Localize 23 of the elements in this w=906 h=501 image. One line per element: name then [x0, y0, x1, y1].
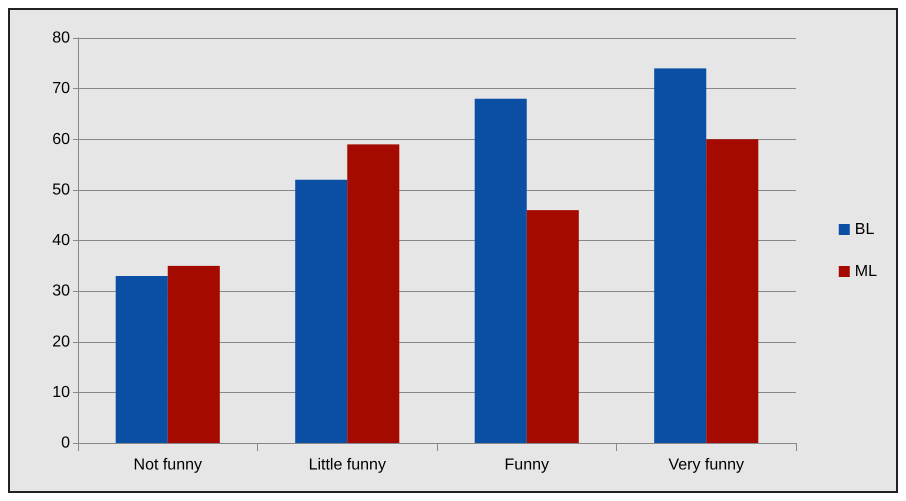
y-tick-label: 10 — [52, 384, 70, 401]
legend-label: ML — [854, 263, 878, 280]
bar — [168, 266, 220, 443]
bar — [654, 68, 706, 443]
bar — [474, 98, 527, 443]
bar — [116, 276, 168, 443]
x-tick-label: Very funny — [668, 456, 744, 474]
legend-label: BL — [854, 221, 874, 238]
bar — [526, 210, 579, 443]
x-tick-label: Funny — [504, 456, 549, 474]
y-tick-label: 60 — [52, 130, 70, 148]
y-tick-label: 40 — [52, 232, 70, 249]
y-tick-label: 20 — [52, 333, 70, 350]
y-tick-label: 70 — [52, 80, 70, 98]
y-tick-label: 50 — [52, 181, 70, 198]
bar — [706, 139, 758, 443]
x-tick-label: Not funny — [134, 456, 202, 474]
y-tick-label: 80 — [52, 30, 70, 46]
y-tick-label: 0 — [61, 434, 70, 452]
bar — [295, 180, 348, 443]
bar — [347, 144, 400, 443]
x-tick-label: Little funny — [308, 456, 386, 474]
y-tick-label: 30 — [52, 282, 70, 300]
